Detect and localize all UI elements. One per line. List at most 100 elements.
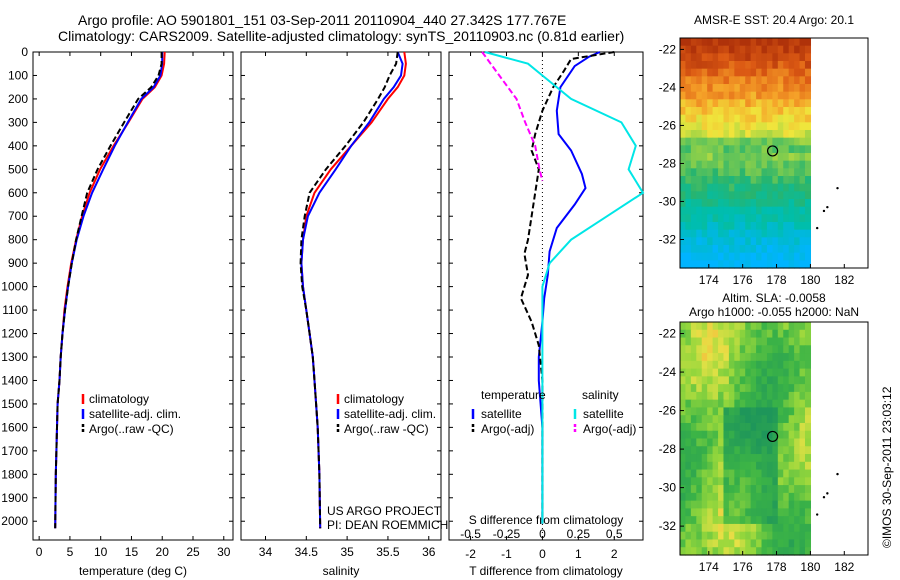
- raster-cell: [761, 153, 768, 162]
- raster-cell: [750, 508, 757, 517]
- raster-cell: [739, 399, 746, 409]
- raster-cell: [701, 114, 708, 123]
- raster-cell: [707, 206, 714, 215]
- raster-cell: [707, 199, 714, 208]
- raster-cell: [761, 84, 768, 93]
- raster-cell: [680, 345, 687, 354]
- raster-cell: [680, 384, 687, 393]
- raster-cell: [739, 407, 746, 416]
- raster-cell: [728, 539, 735, 548]
- raster-cell: [739, 446, 746, 455]
- raster-cell: [723, 430, 730, 440]
- raster-cell: [750, 153, 757, 162]
- raster-cell: [756, 329, 763, 339]
- raster-cell: [772, 322, 779, 331]
- raster-cell: [766, 137, 773, 146]
- raster-cell: [723, 508, 730, 517]
- raster-cell: [696, 469, 703, 478]
- raster-cell: [799, 329, 806, 339]
- raster-cell: [799, 438, 806, 447]
- raster-cell: [761, 329, 768, 339]
- raster-cell: [804, 53, 812, 62]
- raster-cell: [783, 84, 790, 93]
- raster-cell: [761, 461, 768, 471]
- raster-cell: [723, 376, 730, 385]
- raster-cell: [690, 122, 697, 131]
- map-y-tick-label: -22: [659, 327, 677, 341]
- raster-cell: [804, 399, 812, 409]
- raster-cell: [696, 183, 703, 192]
- raster-cell: [734, 492, 741, 502]
- raster-cell: [685, 492, 692, 502]
- raster-cell: [712, 539, 719, 548]
- raster-cell: [777, 191, 784, 200]
- raster-cell: [750, 516, 757, 525]
- raster-cell: [766, 539, 773, 548]
- raster-cell: [728, 516, 735, 525]
- raster-cell: [696, 422, 703, 432]
- raster-cell: [707, 176, 714, 185]
- raster-cell: [804, 485, 812, 494]
- raster-cell: [783, 229, 790, 238]
- raster-cell: [707, 500, 714, 509]
- x-tick-label-t: -1: [501, 547, 512, 561]
- raster-cell: [718, 322, 725, 331]
- raster-cell: [723, 122, 730, 131]
- imos-side-label: ©IMOS 30-Sep-2011 23:03:12: [880, 386, 894, 548]
- raster-cell: [728, 53, 735, 62]
- raster-cell: [745, 76, 752, 85]
- raster-cell: [766, 107, 773, 116]
- raster-cell: [707, 329, 714, 339]
- raster-cell: [772, 523, 779, 533]
- raster-cell: [745, 206, 752, 215]
- raster-cell: [680, 368, 687, 377]
- raster-cell: [734, 53, 741, 62]
- raster-cell: [788, 508, 795, 517]
- raster-cell: [707, 168, 714, 177]
- raster-cell: [756, 469, 763, 478]
- raster-cell: [777, 376, 784, 385]
- raster-cell: [739, 438, 746, 447]
- raster-cell: [750, 547, 757, 556]
- raster-cell: [734, 500, 741, 509]
- raster-cell: [766, 454, 773, 463]
- raster-cell: [799, 153, 806, 162]
- raster-cell: [783, 485, 790, 494]
- raster-cell: [766, 376, 773, 385]
- raster-cell: [766, 430, 773, 440]
- raster-cell: [777, 76, 784, 85]
- raster-cell: [701, 260, 708, 269]
- raster-cell: [707, 222, 714, 231]
- raster-cell: [799, 91, 806, 100]
- raster-cell: [739, 376, 746, 385]
- raster-cell: [804, 407, 812, 416]
- raster-cell: [745, 485, 752, 494]
- raster-cell: [761, 353, 768, 362]
- raster-cell: [799, 407, 806, 416]
- raster-cell: [718, 153, 725, 162]
- raster-cell: [788, 130, 795, 139]
- raster-cell: [707, 446, 714, 455]
- raster-cell: [734, 516, 741, 525]
- raster-cell: [794, 84, 801, 93]
- raster-cell: [739, 68, 746, 77]
- raster-cell: [788, 345, 795, 354]
- raster-cell: [745, 430, 752, 440]
- raster-cell: [750, 446, 757, 455]
- raster-cell: [718, 454, 725, 463]
- raster-cell: [680, 260, 687, 269]
- map-y-tick-label: -24: [659, 80, 677, 94]
- raster-cell: [701, 322, 708, 331]
- raster-cell: [794, 376, 801, 385]
- raster-cell: [685, 214, 692, 223]
- raster-cell: [756, 107, 763, 116]
- raster-cell: [712, 107, 719, 116]
- raster-cell: [685, 360, 692, 370]
- raster-cell: [685, 191, 692, 200]
- raster-cell: [772, 68, 779, 77]
- raster-cell: [799, 500, 806, 509]
- raster-cell: [739, 422, 746, 432]
- raster-cell: [804, 391, 812, 401]
- raster-cell: [766, 99, 773, 108]
- depth-tick-label: 600: [8, 186, 28, 200]
